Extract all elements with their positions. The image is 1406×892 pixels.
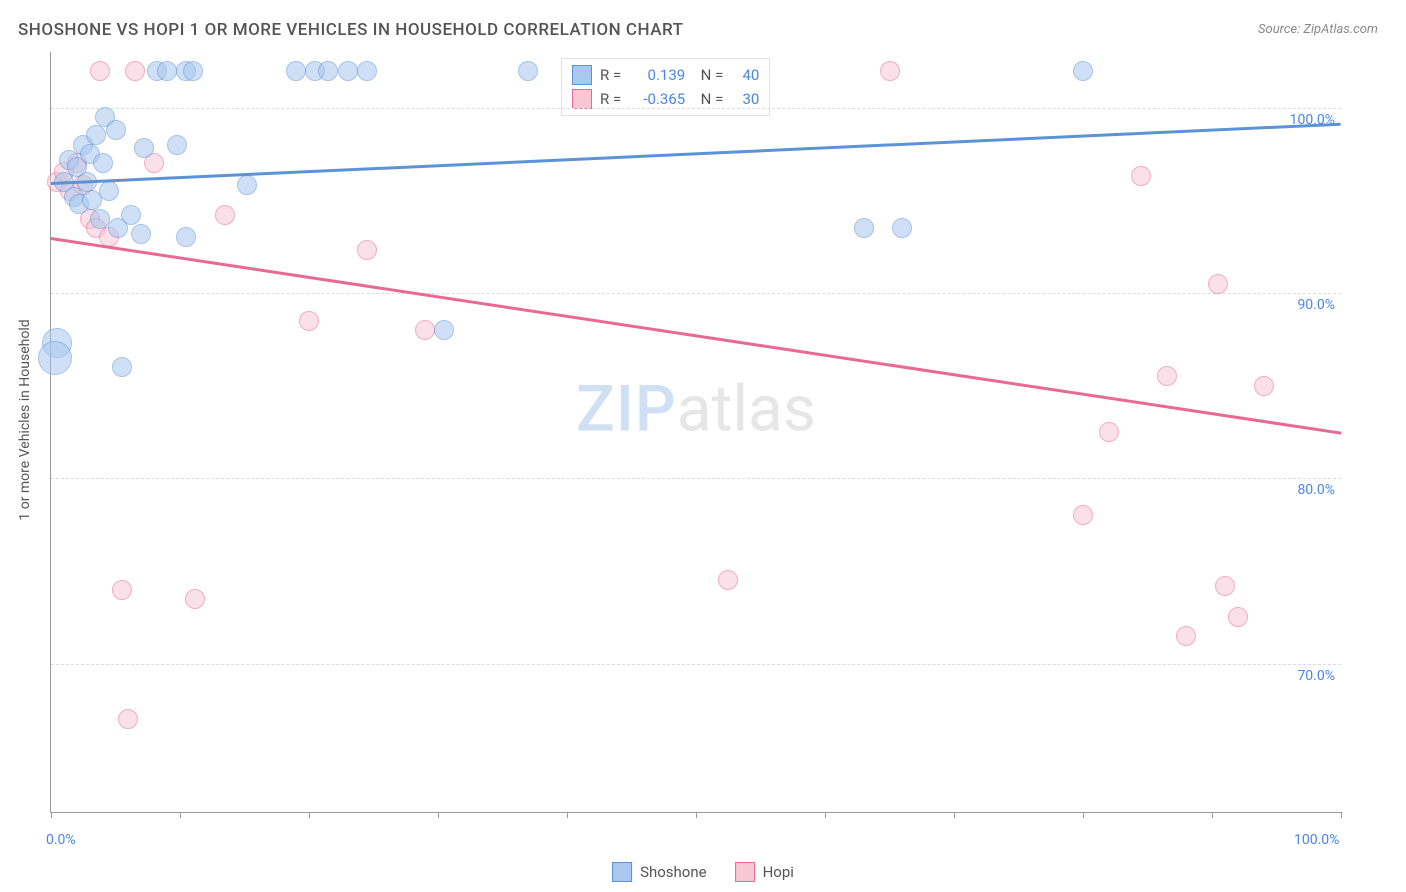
xtick (954, 812, 955, 818)
scatter-point (1157, 366, 1177, 386)
gridline-h (51, 293, 1341, 294)
scatter-point (183, 61, 203, 81)
hopi-swatch (572, 89, 592, 109)
xtick (309, 812, 310, 818)
shoshone-label: Shoshone (640, 863, 707, 881)
ytick-label: 80.0% (1297, 482, 1335, 498)
scatter-point (1131, 166, 1151, 186)
hopi-n-value: 30 (731, 90, 759, 108)
xtick (696, 812, 697, 818)
hopi-swatch-bottom (735, 862, 755, 882)
x-min-label: 0.0% (46, 832, 76, 848)
scatter-point (1099, 422, 1119, 442)
scatter-point (118, 709, 138, 729)
xtick (825, 812, 826, 818)
xtick (1083, 812, 1084, 818)
gridline-h (51, 108, 1341, 109)
watermark-atlas: atlas (677, 372, 816, 447)
chart-container: SHOSHONE VS HOPI 1 OR MORE VEHICLES IN H… (0, 0, 1406, 892)
scatter-point (1228, 607, 1248, 627)
scatter-point (1208, 274, 1228, 294)
scatter-point (131, 224, 151, 244)
scatter-point (90, 209, 110, 229)
scatter-point (125, 61, 145, 81)
scatter-point (718, 570, 738, 590)
xtick (438, 812, 439, 818)
chart-title: SHOSHONE VS HOPI 1 OR MORE VEHICLES IN H… (18, 20, 683, 40)
scatter-point (176, 227, 196, 247)
scatter-point (237, 175, 257, 195)
scatter-point (38, 341, 72, 375)
scatter-point (121, 205, 141, 225)
y-axis-label: 1 or more Vehicles in Household (17, 319, 33, 520)
legend-item-hopi: Hopi (735, 862, 794, 882)
gridline-h (51, 478, 1341, 479)
watermark-zip: ZIP (576, 372, 677, 447)
scatter-point (415, 320, 435, 340)
scatter-point (106, 120, 126, 140)
shoshone-swatch (572, 65, 592, 85)
scatter-point (434, 320, 454, 340)
scatter-point (1073, 505, 1093, 525)
scatter-point (134, 138, 154, 158)
xtick (51, 812, 52, 818)
scatter-point (892, 218, 912, 238)
ytick-label: 90.0% (1297, 297, 1335, 313)
trendline (51, 237, 1341, 434)
scatter-point (299, 311, 319, 331)
watermark: ZIPatlas (576, 372, 816, 447)
chart-source: Source: ZipAtlas.com (1258, 22, 1378, 37)
scatter-point (112, 580, 132, 600)
scatter-point (318, 61, 338, 81)
scatter-point (338, 61, 358, 81)
scatter-point (157, 61, 177, 81)
scatter-point (185, 589, 205, 609)
xtick (1212, 812, 1213, 818)
shoshone-n-value: 40 (731, 66, 759, 84)
legend-row-shoshone: R = 0.139 N = 40 (572, 63, 759, 87)
scatter-point (518, 61, 538, 81)
scatter-point (357, 61, 377, 81)
x-max-label: 100.0% (1294, 832, 1339, 848)
scatter-point (1215, 576, 1235, 596)
scatter-point (854, 218, 874, 238)
scatter-point (215, 205, 235, 225)
scatter-point (357, 240, 377, 260)
scatter-point (167, 135, 187, 155)
scatter-point (880, 61, 900, 81)
scatter-point (286, 61, 306, 81)
shoshone-r-value: 0.139 (629, 66, 685, 84)
scatter-point (90, 61, 110, 81)
shoshone-swatch-bottom (612, 862, 632, 882)
scatter-point (1254, 376, 1274, 396)
xtick (567, 812, 568, 818)
scatter-point (99, 181, 119, 201)
scatter-point (1073, 61, 1093, 81)
scatter-point (112, 357, 132, 377)
scatter-point (1176, 626, 1196, 646)
scatter-point (93, 153, 113, 173)
series-legend: Shoshone Hopi (612, 862, 794, 882)
gridline-h (51, 664, 1341, 665)
xtick (1341, 812, 1342, 818)
xtick (180, 812, 181, 818)
hopi-label: Hopi (763, 863, 794, 881)
ytick-label: 70.0% (1297, 668, 1335, 684)
hopi-r-value: -0.365 (629, 90, 685, 108)
scatter-point (86, 125, 106, 145)
plot-area: ZIPatlas R = 0.139 N = 40 R = -0.365 N =… (50, 52, 1341, 813)
legend-item-shoshone: Shoshone (612, 862, 707, 882)
